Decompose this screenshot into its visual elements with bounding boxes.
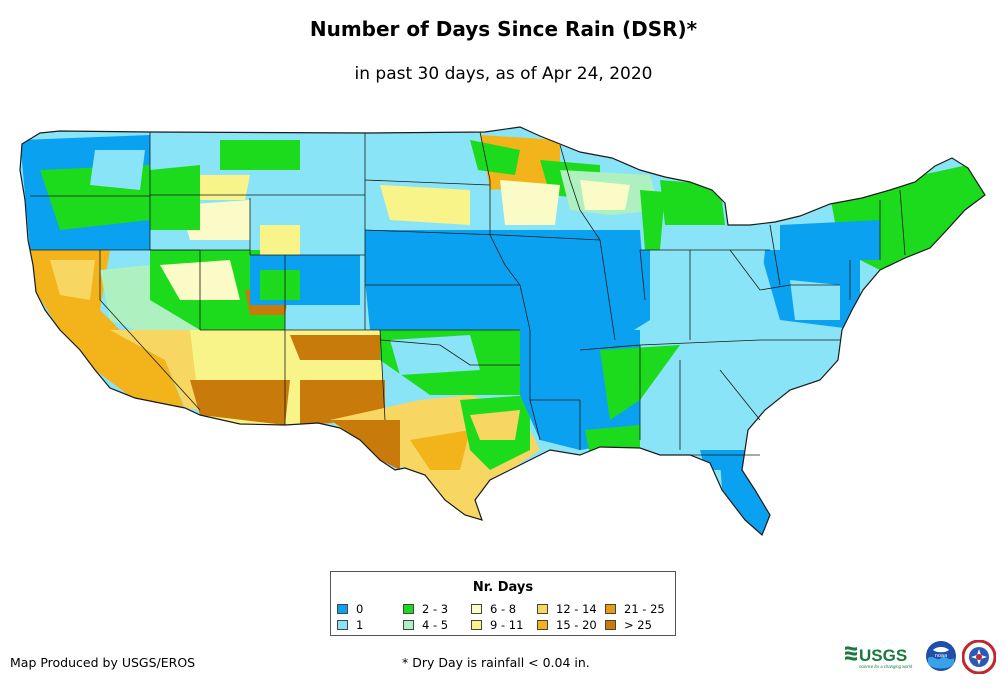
legend-item-6: 12 - 14 xyxy=(537,603,597,615)
svg-text:USGS: USGS xyxy=(859,646,907,665)
legend-swatch xyxy=(537,620,548,630)
svg-text:noaa: noaa xyxy=(935,653,947,659)
noaa-logo: noaa xyxy=(926,641,956,671)
legend-item-7: 15 - 20 xyxy=(537,619,597,631)
legend-item-9: > 25 xyxy=(605,619,652,631)
credit-text: Map Produced by USGS/EROS xyxy=(10,655,196,670)
legend-item-3: 4 - 5 xyxy=(403,619,448,631)
map-title: Number of Days Since Rain (DSR)* xyxy=(309,17,698,41)
legend-swatch xyxy=(337,620,348,630)
legend-swatch xyxy=(537,604,548,614)
legend-title: Nr. Days xyxy=(472,580,534,595)
footnote-text: * Dry Day is rainfall < 0.04 in. xyxy=(402,655,590,670)
legend-item-8: 21 - 25 xyxy=(605,603,665,615)
legend-item-2: 2 - 3 xyxy=(403,603,448,615)
legend-swatch xyxy=(403,620,414,630)
usgs-logo: USGS science for a changing world xyxy=(845,646,913,669)
legend-swatch xyxy=(337,604,348,614)
legend: Nr. Days 0 1 2 - 3 4 - 5 6 - 8 9 - 11 12… xyxy=(330,571,676,636)
legend-swatch xyxy=(403,604,414,614)
legend-swatch xyxy=(471,604,482,614)
legend-item-4: 6 - 8 xyxy=(471,603,516,615)
legend-swatch xyxy=(605,620,616,630)
map-subtitle: in past 30 days, as of Apr 24, 2020 xyxy=(354,64,653,84)
nws-logo xyxy=(962,640,996,674)
legend-swatch xyxy=(605,604,616,614)
legend-item-0: 0 xyxy=(337,603,363,615)
legend-swatch xyxy=(471,620,482,630)
svg-text:science for a changing world: science for a changing world xyxy=(859,664,913,669)
legend-item-5: 9 - 11 xyxy=(471,619,523,631)
legend-item-1: 1 xyxy=(337,619,363,631)
